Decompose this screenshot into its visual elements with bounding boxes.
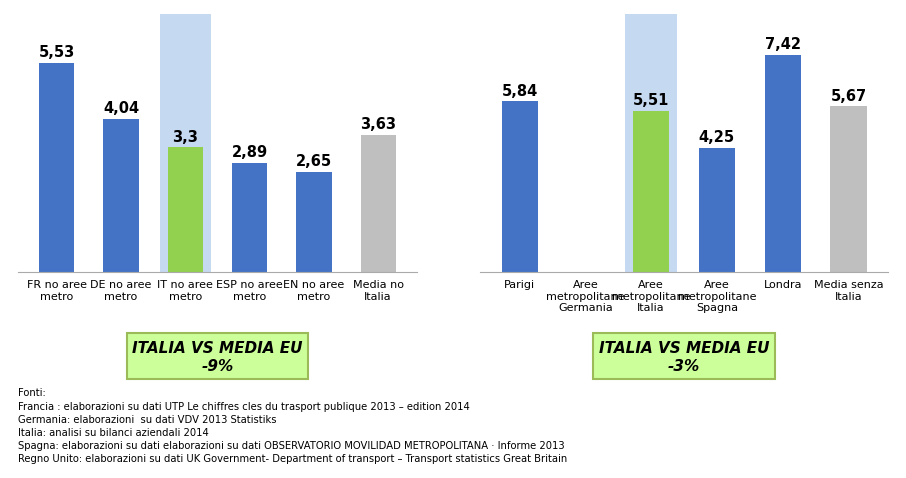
Text: 2,65: 2,65 [296, 154, 332, 169]
Bar [39, 63, 74, 272]
Bar [502, 101, 538, 272]
Bar [103, 119, 139, 272]
Text: 7,42: 7,42 [765, 37, 801, 52]
Text: 2,89: 2,89 [232, 145, 267, 160]
Text: -3%: -3% [668, 359, 700, 374]
Text: 5,51: 5,51 [633, 93, 670, 108]
Text: 5,53: 5,53 [39, 45, 75, 60]
Bar [625, 14, 678, 272]
Text: Fonti:
Francia : elaborazioni su dati UTP Le chiffres cles du trasport publique : Fonti: Francia : elaborazioni su dati UT… [18, 388, 567, 464]
Text: ITALIA VS MEDIA EU: ITALIA VS MEDIA EU [599, 341, 769, 357]
Text: 5,84: 5,84 [502, 84, 538, 98]
Text: 4,25: 4,25 [699, 130, 735, 145]
Bar [699, 148, 735, 272]
Bar [232, 163, 267, 272]
Bar [633, 111, 670, 272]
Text: 3,63: 3,63 [361, 117, 396, 132]
Bar [296, 172, 332, 272]
Bar [168, 147, 203, 272]
Text: -9%: -9% [201, 359, 234, 374]
Bar [159, 14, 211, 272]
Bar [830, 106, 866, 272]
Text: ITALIA VS MEDIA EU: ITALIA VS MEDIA EU [132, 341, 303, 357]
Bar [361, 135, 396, 272]
Bar [765, 55, 801, 272]
Text: 5,67: 5,67 [831, 88, 866, 104]
Text: 4,04: 4,04 [103, 101, 139, 117]
Text: 3,3: 3,3 [172, 130, 198, 144]
